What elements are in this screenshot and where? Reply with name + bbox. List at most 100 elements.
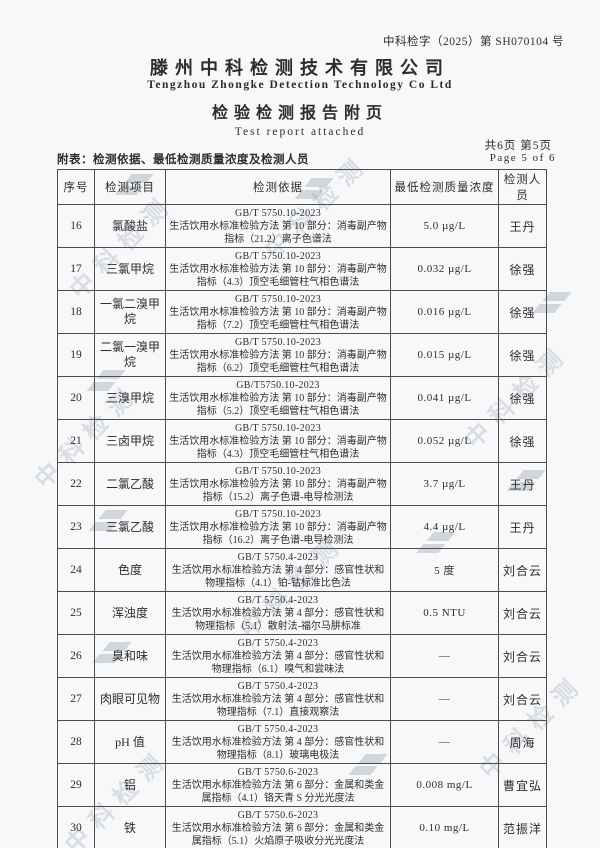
cell-serial: 28: [57, 720, 95, 764]
cell-serial: 30: [57, 806, 95, 848]
company-name-en: Tengzhou Zhongke Detection Technology Co…: [147, 79, 453, 91]
cell-basis: GB/T5750.10-2023 生活饮用水标准检验方法 第 10 部分：消毒副产…: [165, 376, 391, 420]
document-title-en: Test report attached: [234, 126, 366, 138]
cell-item: 氯酸盐: [94, 204, 166, 248]
cell-basis: GB/T 5750.10-2023 生活饮用水标准检验方法 第 10 部分：消毒副…: [165, 247, 391, 291]
basis-standard-code: GB/T 5750.10-2023: [234, 336, 322, 348]
col-header-item: 检测项目: [94, 169, 166, 205]
cell-serial: 16: [57, 204, 95, 248]
cell-value: 0.008 mg/L: [390, 763, 499, 807]
cell-person: 周海: [498, 720, 547, 764]
cell-basis: GB/T 5750.10-2023 生活饮用水标准检验方法 第 10 部分：消毒副…: [165, 290, 391, 334]
cell-person: 徐强: [498, 333, 547, 377]
cell-serial: 25: [57, 591, 95, 635]
table-row: 18 一氯二溴甲烷 GB/T 5750.10-2023 生活饮用水标准检验方法 第 1…: [57, 290, 547, 334]
table-header-row: 序号 检测项目 检测依据 最低检测质量浓度 检测人员: [57, 169, 547, 205]
cell-person: 徐强: [498, 419, 547, 463]
col-header-basis: 检测依据: [165, 169, 391, 205]
table-row: 22 二氯乙酸 GB/T 5750.10-2023 生活饮用水标准检验方法 第 10 …: [57, 462, 547, 506]
cell-value: 0.032 µg/L: [390, 247, 499, 291]
cell-person: 刘合云: [498, 677, 547, 721]
report-number: 中科检字（2025）第 SH070104 号: [383, 36, 564, 48]
basis-standard-code: GB/T 5750.10-2023: [234, 250, 322, 262]
cell-serial: 29: [57, 763, 95, 807]
basis-method: 生活饮用水标准检验方法 第 4 部分：感官性状和物理指标（7.1）直接观察法: [171, 693, 385, 718]
cell-basis: GB/T 5750.4-2023 生活饮用水标准检验方法 第 4 部分：感官性状和…: [165, 720, 391, 764]
cell-person: 王丹: [498, 204, 547, 248]
cell-basis: GB/T 5750.4-2023 生活饮用水标准检验方法 第 4 部分：感官性状和…: [165, 548, 391, 592]
table-row: 28 pH 值 GB/T 5750.4-2023 生活饮用水标准检验方法 第 4 部分…: [57, 720, 547, 764]
cell-item: 色度: [94, 548, 166, 592]
basis-method: 生活饮用水标准检验方法 第 10 部分：消毒副产物指标（16.2）离子色谱-电导…: [169, 521, 387, 546]
basis-method: 生活饮用水标准检验方法 第 4 部分：感官性状和物理指标（4.1）铂-钴标准比色…: [171, 564, 385, 589]
table-row: 23 三氯乙酸 GB/T 5750.10-2023 生活饮用水标准检验方法 第 10 …: [57, 505, 547, 549]
cell-value: 4.4 µg/L: [390, 505, 499, 549]
cell-item: 铝: [94, 763, 166, 807]
table-row: 25 浑浊度 GB/T 5750.4-2023 生活饮用水标准检验方法 第 4 部分：…: [57, 591, 547, 635]
basis-standard-code: GB/T 5750.10-2023: [234, 422, 322, 434]
cell-basis: GB/T 5750.10-2023 生活饮用水标准检验方法 第 10 部分：消毒副…: [165, 505, 391, 549]
basis-method: 生活饮用水标准检验方法 第 10 部分：消毒副产物指标（4.3）顶空毛细管柱气相…: [169, 263, 387, 288]
table-row: 26 臭和味 GB/T 5750.4-2023 生活饮用水标准检验方法 第 4 部分：…: [57, 634, 547, 678]
basis-standard-code: GB/T 5750.4-2023: [237, 594, 319, 606]
cell-serial: 17: [57, 247, 95, 291]
report-table-body: 16 氯酸盐 GB/T 5750.10-2023 生活饮用水标准检验方法 第 10 部…: [57, 204, 547, 848]
cell-item: 三溴甲烷: [94, 376, 166, 420]
cell-basis: GB/T 5750.4-2023 生活饮用水标准检验方法 第 4 部分：感官性状和…: [165, 634, 391, 678]
table-row: 29 铝 GB/T 5750.6-2023 生活饮用水标准检验方法 第 6 部分：金属…: [57, 763, 547, 807]
cell-item: 三卤甲烷: [94, 419, 166, 463]
basis-method: 生活饮用水标准检验方法 第 10 部分：消毒副产物指标（4.3）顶空毛细管柱气相…: [169, 435, 387, 460]
cell-value: 0.10 mg/L: [390, 806, 499, 848]
cell-item: 三氯甲烷: [94, 247, 166, 291]
basis-standard-code: GB/T 5750.4-2023: [237, 680, 319, 692]
table-row: 24 色度 GB/T 5750.4-2023 生活饮用水标准检验方法 第 4 部分：感…: [57, 548, 547, 592]
cell-person: 曹宜弘: [498, 763, 547, 807]
cell-value: —: [390, 720, 499, 764]
cell-serial: 21: [57, 419, 95, 463]
cell-basis: GB/T 5750.10-2023 生活饮用水标准检验方法 第 10 部分：消毒副…: [165, 462, 391, 506]
table-row: 16 氯酸盐 GB/T 5750.10-2023 生活饮用水标准检验方法 第 10 部…: [57, 204, 547, 248]
cell-serial: 23: [57, 505, 95, 549]
basis-standard-code: GB/T 5750.10-2023: [234, 465, 322, 477]
cell-person: 徐强: [498, 247, 547, 291]
basis-standard-code: GB/T 5750.6-2023: [237, 766, 319, 778]
basis-method: 生活饮用水标准检验方法 第 10 部分：消毒副产物指标（6.2）顶空毛细管柱气相…: [169, 349, 387, 374]
basis-method: 生活饮用水标准检验方法 第 10 部分：消毒副产物指标（5.2）顶空毛细管柱气相…: [169, 392, 387, 417]
cell-item: 臭和味: [94, 634, 166, 678]
basis-standard-code: GB/T 5750.4-2023: [237, 723, 319, 735]
table-row: 27 肉眼可见物 GB/T 5750.4-2023 生活饮用水标准检验方法 第 4 部…: [57, 677, 547, 721]
cell-serial: 22: [57, 462, 95, 506]
basis-standard-code: GB/T 5750.10-2023: [234, 508, 322, 520]
cell-item: 肉眼可见物: [94, 677, 166, 721]
cell-person: 王丹: [498, 505, 547, 549]
basis-method: 生活饮用水标准检验方法 第 10 部分：消毒副产物指标（15.2）离子色谱-电导…: [169, 478, 387, 503]
table-row: 17 三氯甲烷 GB/T 5750.10-2023 生活饮用水标准检验方法 第 10 …: [57, 247, 547, 291]
cell-serial: 18: [57, 290, 95, 334]
cell-item: 浑浊度: [94, 591, 166, 635]
basis-method: 生活饮用水标准检验方法 第 4 部分：感官性状和物理指标（5.1）散射法-福尔马…: [171, 607, 385, 632]
cell-person: 刘合云: [498, 591, 547, 635]
cell-item: 二氯一溴甲烷: [94, 333, 166, 377]
basis-standard-code: GB/T 5750.4-2023: [237, 551, 319, 563]
cell-person: 刘合云: [498, 634, 547, 678]
cell-item: 二氯乙酸: [94, 462, 166, 506]
cell-item: 铁: [94, 806, 166, 848]
table-row: 30 铁 GB/T 5750.6-2023 生活饮用水标准检验方法 第 6 部分：金属…: [57, 806, 547, 848]
cell-person: 刘合云: [498, 548, 547, 592]
cell-basis: GB/T 5750.6-2023 生活饮用水标准检验方法 第 6 部分：金属和类金…: [165, 763, 391, 807]
cell-basis: GB/T 5750.6-2023 生活饮用水标准检验方法 第 6 部分：金属和类金…: [165, 806, 391, 848]
cell-value: —: [390, 634, 499, 678]
table-row: 19 二氯一溴甲烷 GB/T 5750.10-2023 生活饮用水标准检验方法 第 1…: [57, 333, 547, 377]
basis-standard-code: GB/T 5750.10-2023: [234, 293, 322, 305]
basis-method: 生活饮用水标准检验方法 第 4 部分：感官性状和物理指标（6.1）嗅气和尝味法: [171, 650, 385, 675]
col-header-serial: 序号: [57, 169, 95, 205]
basis-method: 生活饮用水标准检验方法 第 4 部分：感官性状和物理指标（8.1）玻璃电极法: [171, 736, 385, 761]
cell-serial: 19: [57, 333, 95, 377]
table-row: 20 三溴甲烷 GB/T5750.10-2023 生活饮用水标准检验方法 第 10 部…: [57, 376, 547, 420]
cell-value: 0.016 µg/L: [390, 290, 499, 334]
col-header-person: 检测人员: [498, 169, 547, 205]
cell-basis: GB/T 5750.10-2023 生活饮用水标准检验方法 第 10 部分：消毒副…: [165, 419, 391, 463]
page-count-en: Page 5 of 6: [489, 152, 556, 164]
cell-value: 0.015 µg/L: [390, 333, 499, 377]
